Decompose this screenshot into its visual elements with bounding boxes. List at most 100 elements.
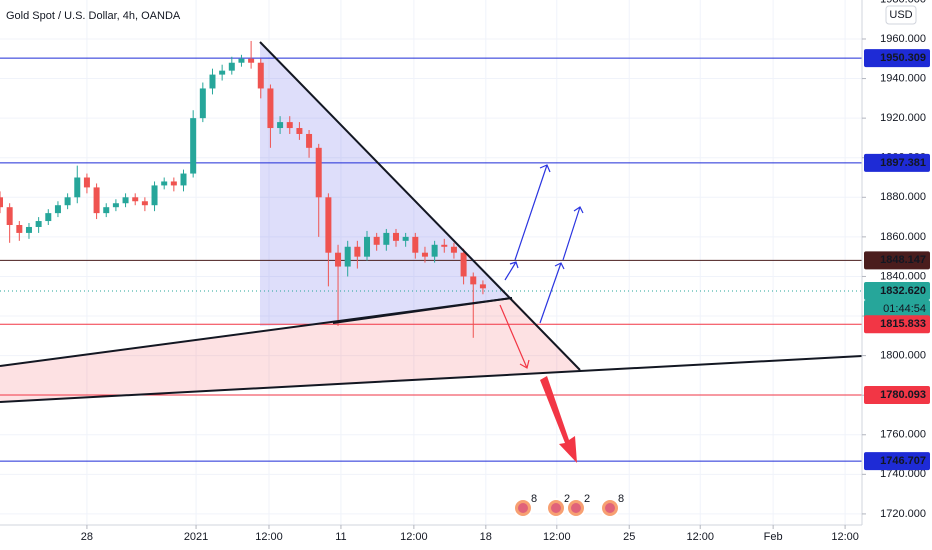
candle-body xyxy=(392,232,399,241)
candle-body xyxy=(441,244,448,247)
candle-body xyxy=(209,74,216,89)
candle-body xyxy=(412,236,419,253)
price-label: 1815.833 xyxy=(880,318,926,330)
y-tick-label: 1980.000 xyxy=(880,0,926,5)
y-tick-label: 1960.000 xyxy=(880,33,926,45)
candle-body xyxy=(325,197,332,253)
price-label: 1897.381 xyxy=(880,157,926,169)
candle-body xyxy=(122,197,129,204)
x-tick-label: 12:00 xyxy=(255,531,283,543)
event-flag-inner xyxy=(551,503,561,513)
x-tick-label: 25 xyxy=(623,531,635,543)
candle-body xyxy=(16,225,23,233)
axis: 1720.0001740.0001760.0001780.0001800.000… xyxy=(81,0,930,543)
price-label-box xyxy=(864,251,930,270)
event-icon[interactable]: 2 xyxy=(546,493,570,518)
candle-body xyxy=(450,246,457,253)
candles xyxy=(0,40,486,338)
candle-body xyxy=(199,88,206,119)
candle-body xyxy=(306,133,313,148)
arrow xyxy=(514,164,551,261)
candle-body xyxy=(132,197,139,202)
x-tick-label: 12:00 xyxy=(543,531,571,543)
candle-body xyxy=(470,276,477,285)
candle-body xyxy=(0,197,3,208)
y-tick-label: 1880.000 xyxy=(880,191,926,203)
event-icon[interactable]: 8 xyxy=(513,493,537,518)
arrow xyxy=(504,261,519,281)
price-label: 1848.147 xyxy=(880,254,926,266)
triangle-zone xyxy=(260,42,512,326)
x-tick-label: 28 xyxy=(81,531,93,543)
event-flag-inner xyxy=(518,503,528,513)
y-tick-label: 1860.000 xyxy=(880,231,926,243)
candle-body xyxy=(64,197,71,206)
price-label: 1746.707 xyxy=(880,455,926,467)
y-tick-label: 1920.000 xyxy=(880,112,926,124)
candle-body xyxy=(180,173,187,186)
candle-body xyxy=(35,221,42,227)
price-label-box xyxy=(864,49,930,68)
x-tick-label: Feb xyxy=(764,531,783,543)
event-icon[interactable]: 2 xyxy=(566,493,590,518)
candle-body xyxy=(277,122,284,129)
candle-body xyxy=(460,252,467,277)
red-arrow xyxy=(499,304,530,369)
price-label: 1950.309 xyxy=(880,52,926,64)
candle-body xyxy=(238,58,245,63)
candle-body xyxy=(83,177,90,188)
candle-body xyxy=(190,118,197,174)
chart-title: Gold Spot / U.S. Dollar, 4h, OANDA xyxy=(6,10,181,22)
trendline xyxy=(0,355,863,403)
arrow xyxy=(562,206,584,261)
price-label-box xyxy=(864,315,930,334)
trendline xyxy=(0,297,513,367)
big-red-arrow xyxy=(540,376,577,463)
event-flag-inner xyxy=(571,503,581,513)
x-tick-label: 12:00 xyxy=(831,531,859,543)
candle-body xyxy=(383,232,390,245)
candle-body xyxy=(161,181,168,186)
candle-body xyxy=(228,62,235,71)
events: 8 2 2 8 xyxy=(513,493,624,518)
event-icon[interactable]: 8 xyxy=(600,493,624,518)
candle-body xyxy=(6,207,13,225)
currency-box[interactable] xyxy=(885,5,917,25)
event-flag-inner xyxy=(605,503,615,513)
y-tick-label: 1800.000 xyxy=(880,350,926,362)
candle-body xyxy=(45,213,52,222)
candle-body xyxy=(25,226,32,233)
candle-body xyxy=(74,177,81,198)
countdown-box xyxy=(864,300,930,319)
candle-body xyxy=(296,128,303,134)
x-tick-label: 18 xyxy=(480,531,492,543)
candle-body xyxy=(103,207,110,214)
candle-body xyxy=(479,284,486,289)
candle-body xyxy=(431,244,438,257)
grid xyxy=(0,0,862,525)
candle-body xyxy=(112,203,119,208)
price-label: 1780.093 xyxy=(880,389,926,401)
trendline xyxy=(259,41,581,371)
candle-body xyxy=(267,88,274,129)
candle-body xyxy=(248,58,255,63)
price-label-box xyxy=(864,452,930,471)
candle-body xyxy=(373,236,380,245)
candle-body xyxy=(219,70,226,75)
y-tick-label: 1760.000 xyxy=(880,429,926,441)
currency: USD xyxy=(889,9,912,21)
arrow xyxy=(539,262,565,324)
y-tick-label: 1740.000 xyxy=(880,468,926,480)
blue-arrows xyxy=(504,164,584,324)
candle-body xyxy=(364,236,371,257)
event-count: 2 xyxy=(584,493,590,505)
price-label-box xyxy=(864,386,930,405)
event-count: 8 xyxy=(618,493,624,505)
candle-body xyxy=(354,246,361,257)
candle-body xyxy=(421,252,428,257)
x-tick-label: 11 xyxy=(335,531,346,543)
event-count: 2 xyxy=(564,493,570,505)
y-tick-label: 1720.000 xyxy=(880,508,926,520)
event-count: 8 xyxy=(531,493,537,505)
